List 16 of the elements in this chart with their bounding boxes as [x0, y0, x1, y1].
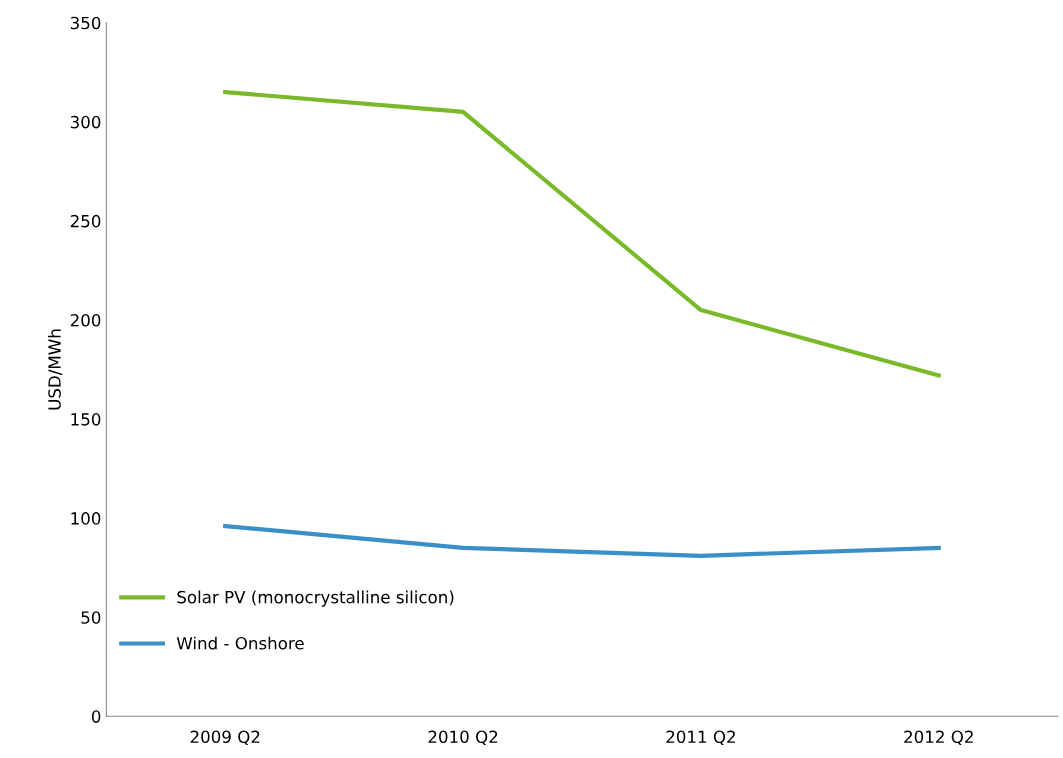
- x-tick-label: 2009 Q2: [190, 730, 260, 746]
- x-tick-label: 2011 Q2: [666, 730, 735, 746]
- x-tick-label: 2012 Q2: [904, 730, 973, 746]
- y-tick-label: 0: [91, 710, 101, 723]
- x-tick-label: 2010 Q2: [428, 730, 498, 746]
- y-axis-title: USD/MWh: [47, 329, 63, 410]
- y-tick-label: 150: [71, 413, 101, 426]
- y-tick-label: 50: [81, 611, 101, 624]
- legend-label: Solar PV (monocrystalline silicon): [177, 590, 454, 607]
- y-tick-label: 250: [70, 214, 101, 228]
- y-tick-label: 300: [70, 115, 101, 129]
- y-tick-label: 350: [70, 16, 101, 30]
- legend-label: Wind - Onshore: [176, 636, 304, 650]
- y-tick-label: 100: [71, 512, 101, 525]
- line-series: [223, 90, 941, 378]
- y-tick-label: 200: [70, 313, 101, 327]
